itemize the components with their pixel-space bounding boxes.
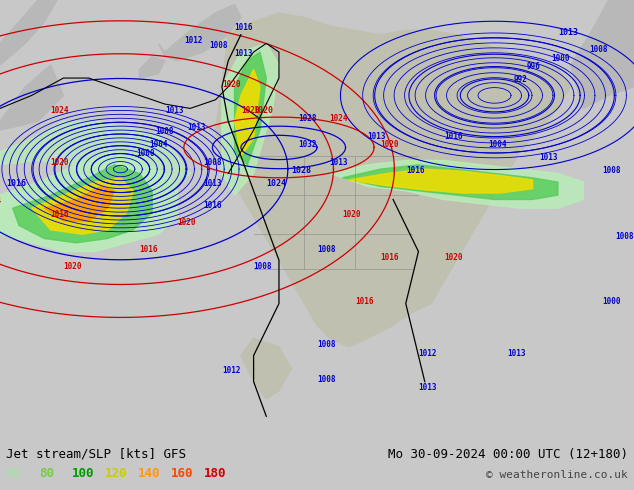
Polygon shape	[44, 187, 114, 221]
Text: 100: 100	[72, 467, 94, 480]
Polygon shape	[0, 122, 190, 187]
Text: 1020: 1020	[444, 253, 462, 262]
Text: 60: 60	[6, 467, 22, 480]
Text: 1013: 1013	[165, 106, 183, 115]
Text: 1004: 1004	[149, 141, 168, 149]
Text: 1028: 1028	[292, 167, 312, 175]
Text: 1016: 1016	[139, 245, 158, 253]
Text: 1013: 1013	[507, 348, 526, 358]
Text: 1008: 1008	[317, 340, 335, 349]
Text: 1032: 1032	[298, 141, 316, 149]
Polygon shape	[571, 0, 634, 108]
Text: 1016: 1016	[51, 210, 69, 219]
Text: 1020: 1020	[241, 106, 259, 115]
Text: 1020: 1020	[51, 158, 69, 167]
Polygon shape	[0, 152, 178, 251]
Text: 1020: 1020	[222, 80, 240, 89]
Text: 1013: 1013	[418, 383, 437, 392]
Text: 1008: 1008	[317, 375, 335, 384]
Polygon shape	[235, 70, 260, 156]
Text: 1013: 1013	[187, 123, 206, 132]
Text: 1024: 1024	[330, 115, 348, 123]
Polygon shape	[241, 338, 292, 399]
Polygon shape	[0, 0, 57, 65]
Text: 1016: 1016	[235, 24, 253, 32]
Text: 1013: 1013	[539, 153, 557, 163]
Polygon shape	[349, 169, 533, 193]
Text: 996: 996	[526, 62, 540, 72]
Text: 1016: 1016	[355, 296, 373, 306]
Text: 1008: 1008	[254, 262, 272, 271]
Text: 1016: 1016	[203, 201, 221, 210]
Polygon shape	[216, 13, 571, 347]
Text: 1012: 1012	[418, 348, 437, 358]
Text: 1024: 1024	[51, 106, 69, 115]
Text: 1020: 1020	[380, 141, 399, 149]
Text: 1012: 1012	[184, 36, 202, 46]
Text: 180: 180	[204, 467, 226, 480]
Text: Jet stream/SLP [kts] GFS: Jet stream/SLP [kts] GFS	[6, 448, 186, 461]
Text: 1028: 1028	[298, 115, 316, 123]
Text: 80: 80	[39, 467, 55, 480]
Text: 1024: 1024	[0, 197, 1, 206]
Polygon shape	[342, 165, 558, 199]
Text: 1008: 1008	[209, 41, 228, 49]
Text: 1000: 1000	[602, 296, 621, 306]
Text: Mo 30-09-2024 00:00 UTC (12+180): Mo 30-09-2024 00:00 UTC (12+180)	[387, 448, 628, 461]
Polygon shape	[13, 165, 152, 243]
Text: 1020: 1020	[63, 262, 82, 271]
Text: 1016: 1016	[6, 179, 27, 189]
Polygon shape	[235, 52, 266, 165]
Text: 1000: 1000	[136, 149, 155, 158]
Text: 140: 140	[138, 467, 160, 480]
Polygon shape	[32, 178, 133, 234]
Text: 1013: 1013	[330, 158, 348, 167]
Polygon shape	[330, 160, 583, 208]
Text: 1000: 1000	[552, 54, 570, 63]
Text: 120: 120	[105, 467, 127, 480]
Text: 1016: 1016	[444, 132, 462, 141]
Text: 1008: 1008	[615, 231, 633, 241]
Text: 1008: 1008	[317, 245, 335, 253]
Text: 1016: 1016	[380, 253, 399, 262]
Polygon shape	[222, 44, 279, 195]
Polygon shape	[0, 65, 63, 130]
Text: 1008: 1008	[155, 127, 174, 136]
Text: 1013: 1013	[368, 132, 386, 141]
Polygon shape	[139, 56, 165, 78]
Text: 1016: 1016	[406, 167, 424, 175]
Text: 1013: 1013	[203, 179, 221, 189]
Text: 1020: 1020	[342, 210, 361, 219]
Text: 1020: 1020	[254, 106, 274, 115]
Text: 1008: 1008	[590, 45, 608, 54]
Text: 1004: 1004	[488, 141, 507, 149]
Text: 1024: 1024	[266, 179, 287, 189]
Text: 1012: 1012	[222, 366, 240, 375]
Text: 1008: 1008	[203, 158, 221, 167]
Text: 992: 992	[514, 75, 527, 84]
Polygon shape	[158, 4, 241, 61]
Text: 1020: 1020	[178, 219, 196, 227]
Text: 1013: 1013	[235, 49, 253, 58]
Text: 1013: 1013	[558, 28, 578, 37]
Text: 1008: 1008	[602, 167, 621, 175]
Text: 160: 160	[171, 467, 193, 480]
Text: © weatheronline.co.uk: © weatheronline.co.uk	[486, 470, 628, 480]
